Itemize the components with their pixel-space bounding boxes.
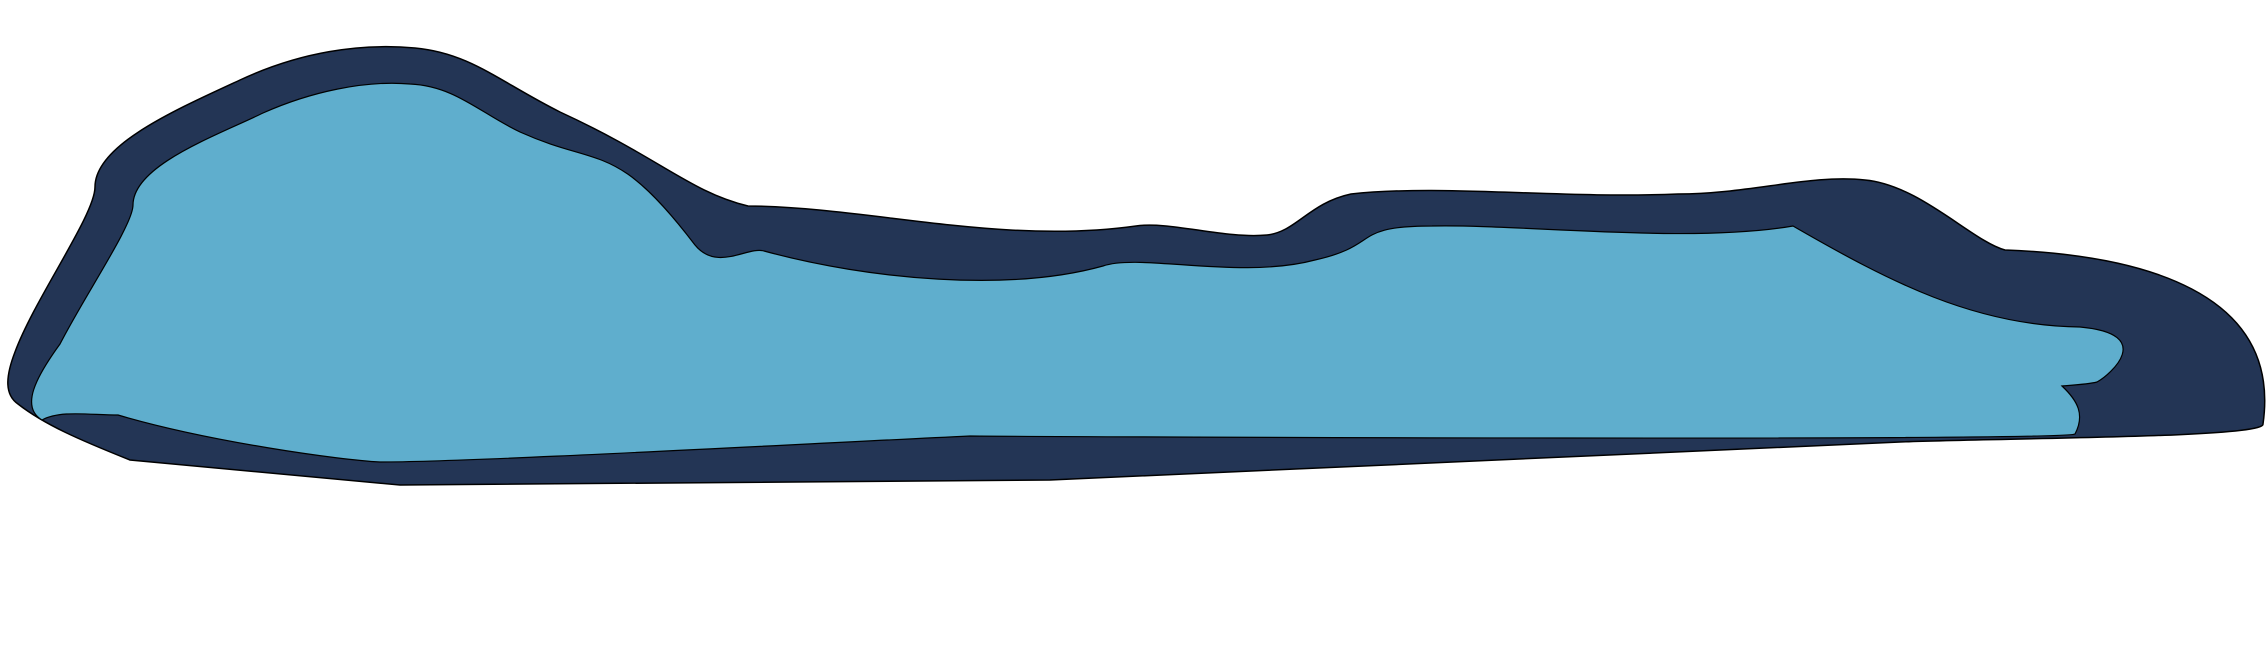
inner-light-shape — [31, 82, 2124, 463]
